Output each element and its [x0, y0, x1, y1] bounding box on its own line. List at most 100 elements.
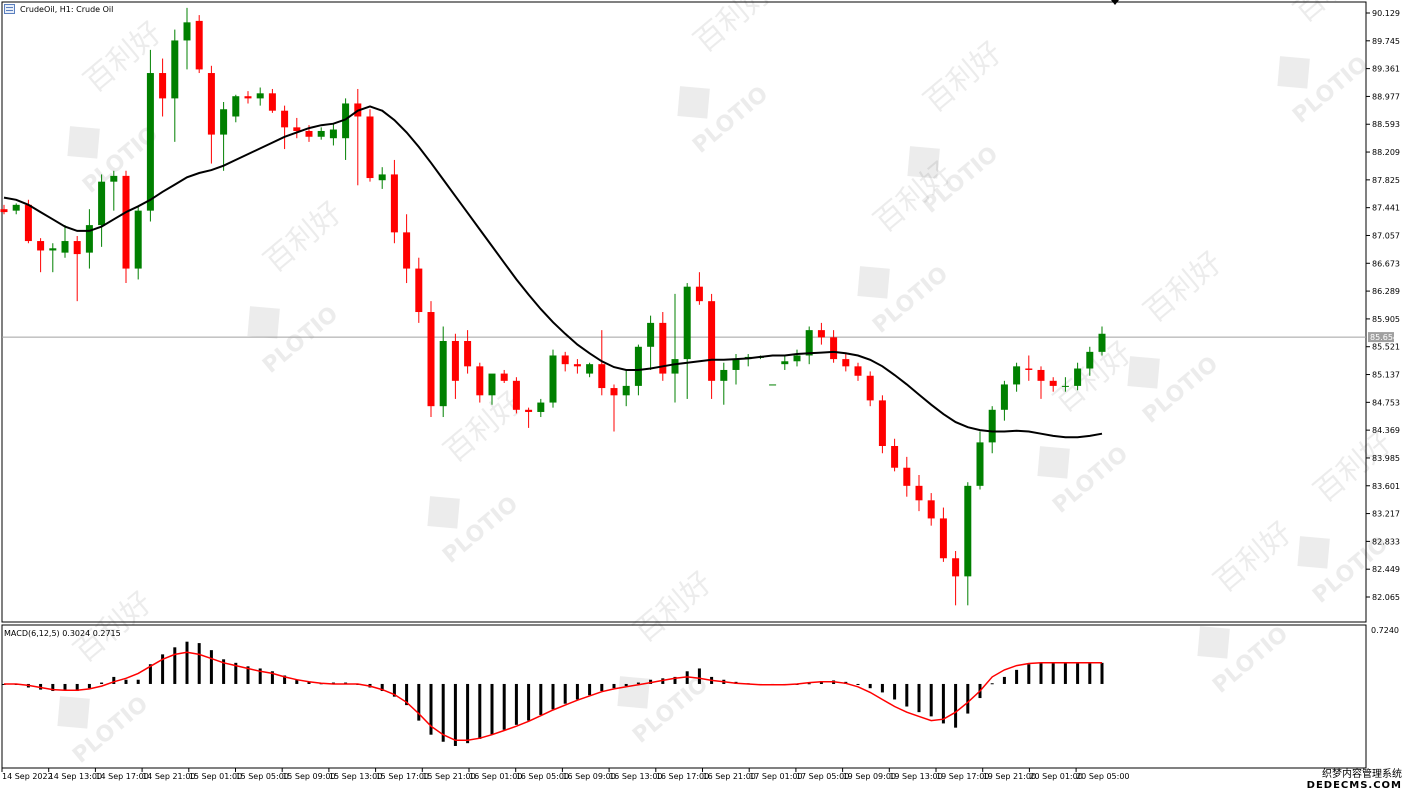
- watermark-cn: 百利好: [258, 195, 349, 280]
- price-tick-label: 83.601: [1372, 482, 1400, 491]
- candle-body: [573, 364, 581, 367]
- macd-bar: [148, 664, 152, 684]
- macd-bar: [283, 675, 287, 684]
- macd-axis-tick: 0.7240: [1371, 626, 1399, 635]
- candle-body: [61, 241, 69, 253]
- candle-body: [622, 385, 630, 396]
- watermark-cn: 百利好: [1208, 515, 1299, 600]
- macd-bar: [270, 671, 274, 684]
- candle-body: [964, 485, 972, 577]
- macd-bar: [612, 683, 616, 689]
- macd-bar: [527, 683, 531, 721]
- macd-bar: [124, 679, 128, 684]
- macd-bar: [185, 641, 189, 684]
- price-tick-label: 85.521: [1372, 343, 1400, 352]
- price-axis: 90.129 89.745 89.361 88.977 88.593 88.209 87.8…: [1366, 9, 1400, 602]
- macd-bar: [1002, 676, 1006, 684]
- candle-body: [561, 355, 569, 365]
- price-tick-label: 88.209: [1372, 148, 1400, 157]
- macd-bar: [551, 683, 555, 710]
- time-tick-label: 15 Sep 21:00: [422, 772, 475, 781]
- watermark-diamond: [67, 126, 100, 159]
- price-tick-label: 82.065: [1372, 593, 1400, 602]
- candle-body: [427, 312, 435, 407]
- candle-body: [525, 409, 533, 412]
- macd-bar: [917, 683, 921, 713]
- candle-body: [415, 268, 423, 313]
- candle-body: [268, 93, 276, 111]
- candle-body: [49, 248, 57, 251]
- candle-body: [207, 73, 215, 135]
- price-tick-label: 89.745: [1372, 37, 1400, 46]
- watermark-diamond: [1037, 446, 1070, 479]
- macd-bar: [966, 683, 970, 714]
- candle-body: [73, 241, 81, 255]
- watermark-cn: 百利好: [1288, 0, 1379, 30]
- candle-body: [769, 384, 777, 386]
- price-tick-label: 85.905: [1372, 315, 1400, 324]
- macd-bar: [51, 683, 55, 692]
- watermark-diamond: [907, 146, 940, 179]
- watermark-cn: 百利好: [1138, 245, 1229, 330]
- watermark-cn: 百利好: [78, 15, 169, 100]
- time-tick-label: 15 Sep 01:00: [189, 772, 242, 781]
- candle-body: [171, 40, 179, 99]
- macd-bar: [588, 683, 592, 696]
- candle-body: [317, 130, 325, 137]
- macd-bar: [466, 683, 470, 744]
- candle-body: [866, 375, 874, 401]
- candle-body: [512, 380, 520, 410]
- candle-body: [683, 286, 691, 360]
- macd-bar: [136, 679, 140, 684]
- watermark-cn: 百利好: [688, 0, 779, 60]
- candle-body: [903, 467, 911, 486]
- candle-body: [537, 402, 545, 412]
- candle-body: [708, 301, 716, 381]
- candle-body: [952, 558, 960, 577]
- candle-body: [98, 181, 106, 226]
- candle-body: [122, 175, 130, 269]
- macd-bar: [417, 683, 421, 721]
- macd-bar: [258, 668, 262, 684]
- candle-body: [329, 129, 337, 139]
- chart-window-icon: [4, 4, 15, 14]
- time-tick-label: 17 Sep 01:00: [749, 772, 802, 781]
- watermark-diamond: [1127, 356, 1160, 389]
- macd-bar: [819, 681, 823, 684]
- candle-body: [549, 355, 557, 403]
- macd-bar: [453, 683, 457, 746]
- candle-body: [830, 337, 838, 360]
- watermark-cn: 百利好: [628, 565, 719, 650]
- time-tick-label: 19 Sep 13:00: [889, 772, 942, 781]
- macd-bar: [490, 683, 494, 735]
- time-tick-label: 15 Sep 05:00: [236, 772, 289, 781]
- footer-watermark-cn: 织梦内容管理系统: [1322, 769, 1402, 780]
- candle-body: [927, 500, 935, 519]
- candle-body: [24, 204, 32, 242]
- watermark-diamond: [1277, 56, 1310, 89]
- time-tick-label: 16 Sep 09:00: [562, 772, 615, 781]
- candle-body: [732, 359, 740, 370]
- macd-bar: [954, 683, 958, 728]
- price-tick-label: 84.369: [1372, 426, 1400, 435]
- macd-bar: [636, 682, 640, 684]
- candle-body: [647, 322, 655, 347]
- price-tick-label: 85.137: [1372, 371, 1400, 380]
- macd-bar: [234, 662, 238, 684]
- macd-bar: [1027, 664, 1031, 684]
- time-tick-label: 15 Sep 13:00: [329, 772, 382, 781]
- candle-body: [1049, 380, 1057, 386]
- watermark-diamond: [677, 86, 710, 119]
- chart-title: CrudeOil, H1: Crude Oil: [20, 5, 114, 14]
- current-price-badge: 85.654: [1368, 332, 1398, 343]
- watermark-cn: 百利好: [1048, 335, 1139, 420]
- macd-indicator-label: MACD(6,12,5) 0.3024 0.2715: [4, 629, 121, 638]
- time-tick-label: 20 Sep 01:00: [1029, 772, 1082, 781]
- watermark-diamond: [247, 306, 280, 339]
- candle-body: [915, 485, 923, 501]
- macd-bar: [624, 683, 628, 687]
- candle-body: [1061, 385, 1069, 387]
